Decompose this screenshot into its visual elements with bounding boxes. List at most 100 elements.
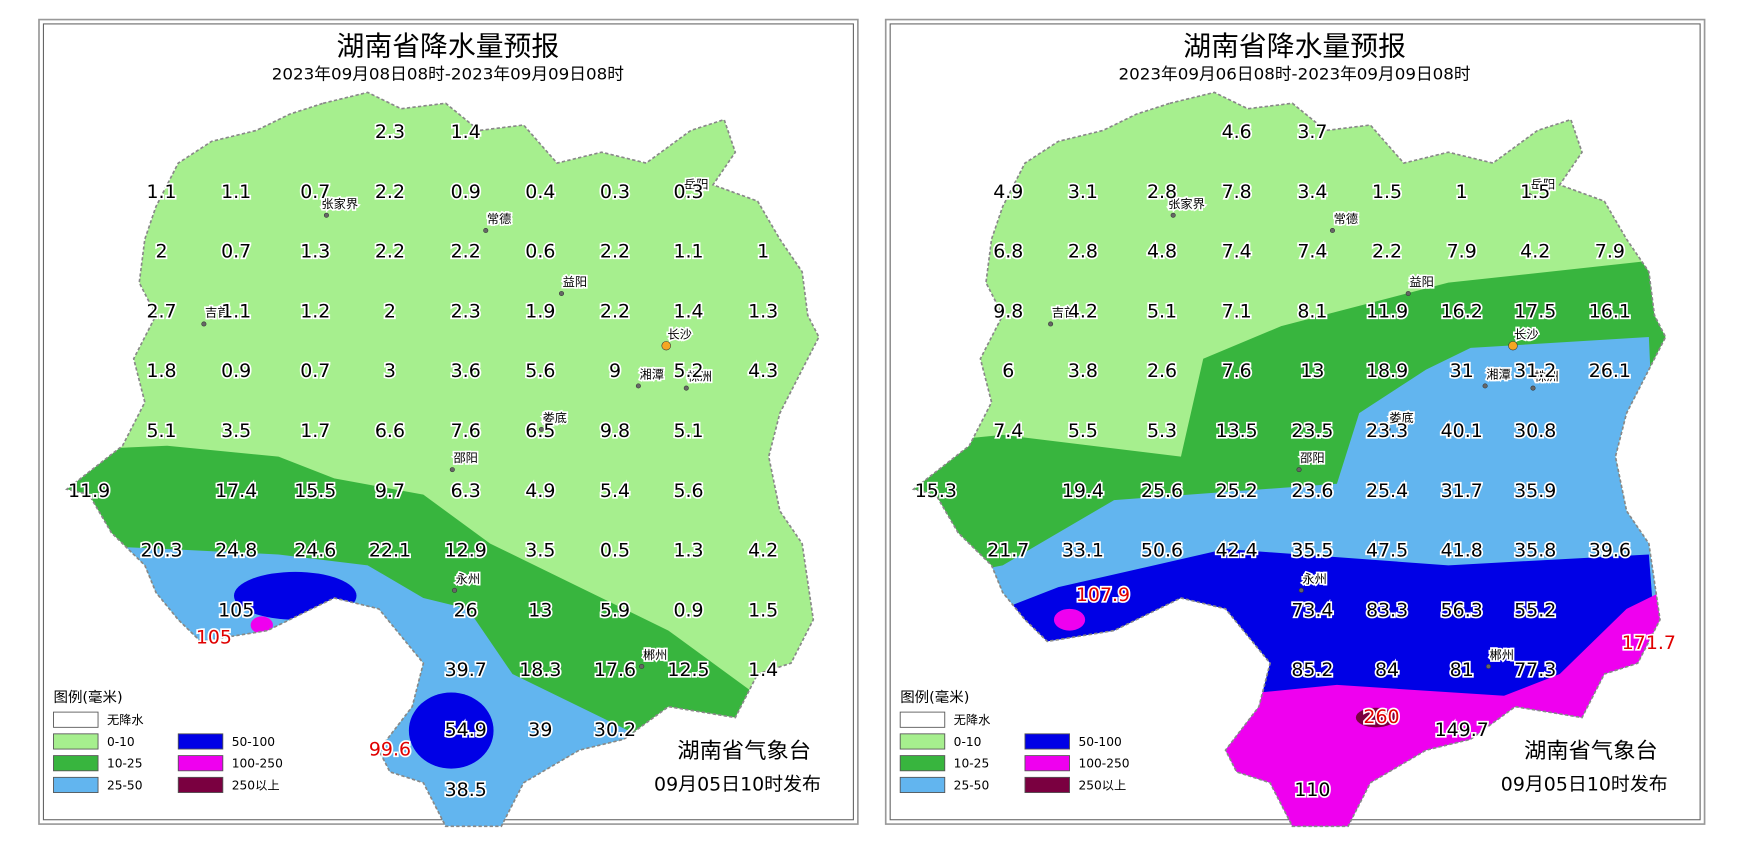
city-label: 常德	[1334, 211, 1358, 226]
city-label: 长沙	[667, 327, 691, 341]
legend-swatch	[1024, 755, 1070, 772]
city-dot	[639, 663, 645, 669]
legend-swatch	[53, 711, 99, 728]
city-dot	[1482, 383, 1488, 389]
rain-value: 0.3	[600, 182, 630, 203]
city-dot	[559, 291, 565, 296]
rain-value: 24.6	[294, 541, 336, 562]
rain-value: 1	[1456, 182, 1468, 203]
legend-label: 250以上	[1078, 779, 1126, 793]
city-label: 岳阳	[684, 177, 708, 191]
rain-value: 2.2	[600, 302, 630, 323]
rain-value: 3.1	[1068, 182, 1098, 203]
city-label: 益阳	[563, 275, 587, 289]
rain-value: 110	[1294, 780, 1330, 801]
rain-value: 3.5	[525, 541, 555, 562]
rain-value: 5.1	[146, 421, 176, 442]
city-label: 邵阳	[453, 451, 477, 465]
city-label: 娄底	[1389, 410, 1413, 425]
rain-value: 0.4	[525, 182, 555, 203]
city-dot	[323, 212, 329, 218]
panel: 湖南省降水量预报 2023年09月08日08时-2023年09月09日08时张家界…	[38, 18, 859, 828]
rain-value: 12.5	[667, 660, 709, 681]
legend-swatch	[899, 733, 946, 750]
rain-value: 17.6	[594, 660, 636, 681]
rain-value: 31	[1450, 361, 1474, 382]
rain-value: 31.2	[1514, 361, 1556, 382]
max-value: 171.7	[1622, 633, 1676, 654]
rain-value: 5.4	[600, 481, 630, 502]
rain-value: 3.5	[221, 421, 251, 442]
rain-value: 9	[609, 361, 621, 382]
rain-value: 0.7	[300, 361, 330, 382]
rain-value: 30.8	[1514, 421, 1556, 442]
city-dot	[1508, 341, 1518, 351]
legend-label: 100-250	[232, 757, 283, 771]
rain-value: 0.6	[525, 242, 555, 263]
rain-value: 2.8	[1147, 182, 1177, 203]
rain-value: 7.9	[1595, 242, 1625, 263]
legend-label: 25-50	[107, 779, 143, 793]
rain-value: 7.4	[993, 421, 1023, 442]
city-label: 株洲	[687, 369, 711, 384]
rain-value: 23.6	[1291, 481, 1333, 502]
rain-value: 39.6	[1589, 541, 1631, 562]
rain-value: 35.8	[1514, 541, 1556, 562]
rain-value: 6.3	[451, 481, 481, 502]
city-label: 永州	[1302, 572, 1326, 586]
rain-value: 3.8	[1068, 361, 1098, 382]
rain-value: 81	[1450, 660, 1474, 681]
rain-value: 6	[1002, 361, 1014, 382]
rain-value: 35.5	[1291, 541, 1333, 562]
city-dot	[538, 426, 544, 432]
rain-value: 1.2	[300, 302, 330, 323]
rain-value: 18.9	[1366, 361, 1408, 382]
legend-swatch	[177, 733, 224, 750]
rain-value: 50.6	[1141, 541, 1183, 562]
rain-value: 23.5	[1291, 421, 1333, 442]
rain-value: 1.7	[300, 421, 330, 442]
rain-value: 84	[1375, 660, 1399, 681]
city-label: 长沙	[1514, 327, 1538, 341]
rain-value: 0.5	[600, 541, 630, 562]
rain-value: 1.9	[525, 302, 555, 323]
rain-value: 7.6	[451, 421, 481, 442]
rain-value: 2.3	[451, 302, 481, 323]
rain-value: 0.3	[673, 182, 703, 203]
legend-title: 图例(毫米)	[53, 688, 122, 706]
rain-value: 0.7	[221, 242, 251, 263]
city-dot	[1405, 291, 1411, 296]
city-label: 株洲	[1534, 369, 1558, 384]
rain-value: 5.1	[673, 421, 703, 442]
legend-label: 100-250	[1078, 757, 1129, 771]
rain-value: 2.2	[375, 182, 405, 203]
rain-value: 22.1	[369, 541, 411, 562]
rain-value: 56.3	[1441, 601, 1483, 622]
rain-value: 39.7	[445, 660, 487, 681]
city-dot	[1298, 587, 1304, 593]
city-label: 张家界	[1168, 196, 1205, 211]
rain-value: 1.1	[673, 242, 703, 263]
rain-value: 4.6	[1222, 122, 1252, 143]
rain-value: 5.1	[1147, 302, 1177, 323]
city-dot	[1329, 228, 1335, 233]
rain-value: 25.4	[1366, 481, 1408, 502]
rain-value: 1.1	[221, 302, 251, 323]
rain-value: 13	[528, 601, 552, 622]
rain-value: 0.7	[300, 182, 330, 203]
rain-value: 9.8	[600, 421, 630, 442]
rain-value: 4.9	[993, 182, 1023, 203]
rain-value: 2.3	[375, 122, 405, 143]
rain-value: 5.5	[1068, 421, 1098, 442]
rain-value: 2.8	[1068, 242, 1098, 263]
panel: 湖南省降水量预报 2023年09月06日08时-2023年09月09日08时张家界…	[884, 18, 1706, 828]
rain-value: 1.4	[748, 660, 778, 681]
rain-value: 5.6	[673, 481, 703, 502]
rain-value: 1.5	[1520, 182, 1550, 203]
legend-swatch	[899, 776, 946, 793]
rain-value: 11.9	[1366, 302, 1408, 323]
city-dot	[1485, 663, 1491, 669]
rain-value: 7.8	[1222, 182, 1252, 203]
city-dot	[1385, 426, 1391, 432]
issuer: 湖南省气象台	[677, 739, 811, 764]
